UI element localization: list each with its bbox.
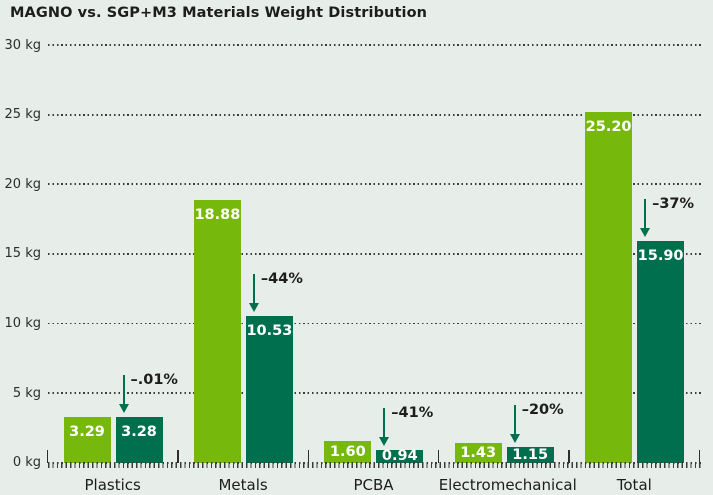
y-axis-label-5kg: 5 kg <box>12 385 41 401</box>
y-axis-label-0kg: 0 kg <box>12 455 41 471</box>
gridline-20kg <box>47 183 702 186</box>
x-axis-tick <box>437 450 440 464</box>
gridline-30kg <box>47 44 702 46</box>
delta-annotation-plastics: –.01% <box>130 372 178 389</box>
x-axis-tick <box>46 450 49 464</box>
delta-annotation-pcba: –41% <box>391 404 434 421</box>
down-arrow-icon <box>509 433 520 443</box>
bar-sgp-m3-electromechanical: 1.15 <box>506 446 554 463</box>
bar-value-label: 10.53 <box>246 323 293 340</box>
x-axis-tick <box>568 450 570 464</box>
delta-annotation-electromechanical: –20% <box>521 401 564 418</box>
bar-magno-pcba: 1.60 <box>324 440 372 463</box>
gridline-10kg <box>47 322 702 325</box>
down-arrow-icon <box>640 228 651 238</box>
x-axis-minor-ticks <box>47 464 702 468</box>
x-axis-tick <box>698 450 701 464</box>
bar-value-label: 3.29 <box>69 423 105 440</box>
bar-value-label: 1.15 <box>512 446 549 463</box>
x-axis-label-total: Total <box>616 476 652 494</box>
y-axis-label-25kg: 25 kg <box>4 107 41 123</box>
bar-sgp-m3-total: 15.90 <box>637 241 685 463</box>
gridline-15kg <box>47 253 702 255</box>
bar-value-label: 0.94 <box>381 448 418 465</box>
bar-value-label: 15.90 <box>637 248 684 265</box>
down-arrow-icon <box>383 407 386 437</box>
down-arrow-icon <box>248 303 259 313</box>
bar-sgp-m3-pcba: 0.94 <box>376 448 424 465</box>
down-arrow-icon <box>252 274 255 304</box>
bar-magno-plastics: 3.29 <box>63 416 111 463</box>
bar-sgp-m3-metals: 10.53 <box>245 316 293 463</box>
x-axis-baseline <box>47 462 702 464</box>
down-arrow-icon <box>379 436 390 446</box>
y-axis-label-20kg: 20 kg <box>4 176 41 192</box>
x-axis-tick <box>307 450 310 464</box>
x-axis-label-pcba: PCBA <box>353 476 394 494</box>
delta-annotation-metals: –44% <box>260 271 303 288</box>
y-axis-label-10kg: 10 kg <box>4 316 41 332</box>
bar-value-label: 25.20 <box>585 118 632 135</box>
down-arrow-icon <box>122 375 125 405</box>
gridline-25kg <box>47 113 702 116</box>
bar-magno-total: 25.20 <box>585 111 633 463</box>
chart-title: MAGNO vs. SGP+M3 Materials Weight Distri… <box>10 5 428 21</box>
delta-annotation-total: –37% <box>652 196 695 213</box>
y-axis-label-15kg: 15 kg <box>4 246 41 262</box>
gridline-5kg <box>47 392 702 395</box>
down-arrow-icon <box>644 199 647 229</box>
x-axis-label-metals: Metals <box>218 476 268 494</box>
x-axis-label-plastics: Plastics <box>84 476 141 494</box>
y-axis-label-30kg: 30 kg <box>4 37 41 53</box>
bar-value-label: 1.60 <box>329 443 366 460</box>
bar-value-label: 18.88 <box>194 206 241 223</box>
x-axis-tick <box>177 450 179 464</box>
bar-sgp-m3-plastics: 3.28 <box>115 417 163 463</box>
bar-magno-electromechanical: 1.43 <box>454 442 502 463</box>
bar-magno-metals: 18.88 <box>193 199 241 463</box>
bar-value-label: 3.28 <box>121 424 157 441</box>
down-arrow-icon <box>118 404 129 414</box>
down-arrow-icon <box>513 404 516 434</box>
x-axis-label-electromechanical: Electromechanical <box>438 476 577 494</box>
bar-value-label: 1.43 <box>460 444 497 461</box>
